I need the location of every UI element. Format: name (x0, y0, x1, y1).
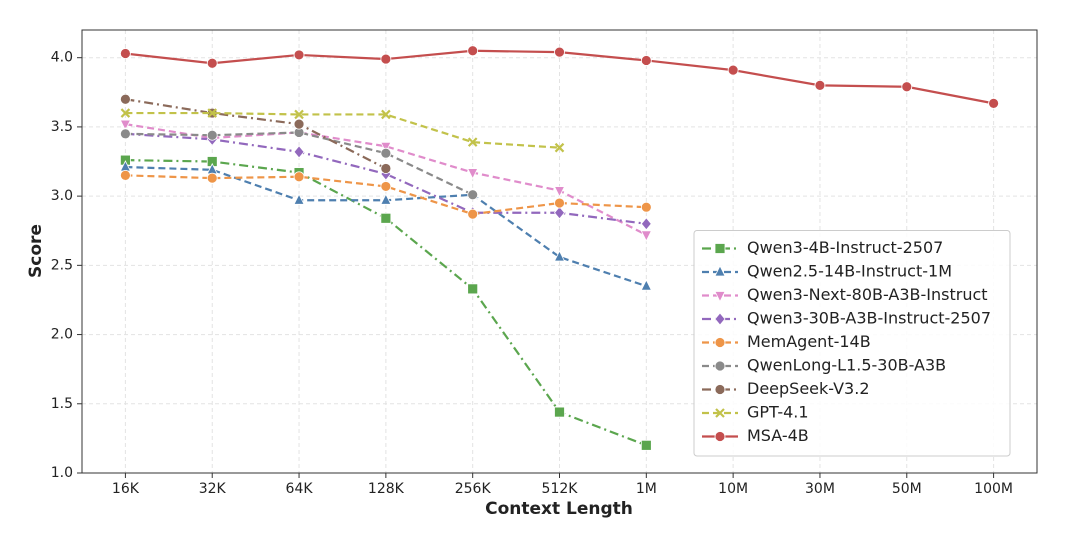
marker (380, 163, 392, 174)
marker (293, 49, 305, 61)
marker (553, 250, 566, 262)
plot-frame (81, 29, 1038, 474)
marker (640, 201, 652, 213)
marker (119, 119, 132, 132)
x-tick-label: 100M (974, 481, 1013, 497)
marker (715, 408, 725, 418)
marker (120, 93, 131, 105)
marker (380, 141, 392, 154)
y-tick-label: 3.0 (51, 188, 73, 204)
marker (120, 128, 131, 140)
marker (553, 186, 566, 198)
legend-text: MemAgent-14B (747, 332, 871, 351)
marker (640, 230, 652, 242)
marker (467, 208, 479, 220)
y-tick-label: 4.0 (51, 50, 73, 66)
marker (640, 439, 652, 451)
y-tick-label: 2.5 (51, 257, 73, 273)
series-line (125, 131, 474, 196)
x-tick-label: 128K (368, 481, 405, 497)
marker (380, 53, 392, 65)
marker (467, 45, 479, 57)
x-tick-label: 10M (718, 481, 748, 497)
y-tick-label: 3.5 (51, 119, 73, 135)
y-axis-title: Score (26, 224, 46, 278)
series-line (125, 111, 560, 149)
marker (714, 265, 726, 277)
marker (554, 142, 565, 153)
x-tick-label: 30M (805, 481, 835, 497)
marker (640, 55, 652, 66)
legend-text: Qwen3-Next-80B-A3B-Instruct (747, 285, 988, 304)
y-tick-label: 1.0 (51, 465, 73, 481)
marker (293, 145, 305, 159)
marker (293, 118, 305, 130)
marker (553, 206, 566, 220)
marker (640, 217, 652, 231)
legend-text: Qwen3-4B-Instruct-2507 (747, 238, 943, 257)
x-tick-label: 64K (286, 481, 314, 497)
marker (206, 57, 218, 69)
x-tick-label: 1M (636, 481, 657, 497)
marker (293, 193, 305, 205)
marker (467, 283, 479, 295)
marker (714, 312, 726, 326)
marker (714, 384, 726, 395)
marker (714, 291, 726, 303)
marker (640, 279, 652, 291)
marker (714, 337, 726, 348)
marker (467, 189, 479, 201)
legend-text: DeepSeek-V3.2 (747, 379, 870, 398)
marker (554, 406, 565, 418)
marker (714, 431, 726, 442)
marker (467, 168, 479, 180)
marker (380, 147, 392, 159)
legend-text: GPT-4.1 (747, 403, 809, 422)
marker (901, 81, 913, 93)
marker (381, 109, 391, 120)
marker (293, 171, 305, 183)
marker (207, 108, 218, 118)
legend-text: QwenLong-L1.5-30B-A3B (747, 356, 946, 375)
marker (714, 243, 726, 254)
marker (814, 79, 826, 91)
legend-text: Qwen2.5-14B-Instruct-1M (747, 262, 952, 281)
legend-text: MSA-4B (747, 426, 809, 445)
x-tick-label: 32K (199, 481, 227, 497)
x-tick-label: 16K (112, 481, 140, 497)
marker (988, 97, 999, 109)
marker (554, 46, 565, 58)
marker (714, 360, 726, 372)
x-tick-label: 256K (455, 481, 492, 497)
y-tick-label: 1.5 (51, 396, 73, 412)
x-axis-title: Context Length (485, 499, 633, 519)
x-tick-label: 512K (542, 481, 579, 497)
marker (727, 64, 739, 76)
y-tick-label: 2.0 (51, 327, 73, 343)
marker (294, 109, 304, 120)
marker (467, 137, 478, 147)
marker (206, 172, 218, 184)
marker (380, 181, 392, 192)
marker (380, 212, 392, 224)
legend-box (693, 230, 1011, 457)
x-tick-label: 50M (892, 481, 922, 497)
marker (120, 48, 131, 59)
marker (554, 197, 565, 209)
legend-text: Qwen3-30B-A3B-Instruct-2507 (747, 309, 991, 328)
marker (380, 193, 392, 205)
marker (206, 129, 218, 141)
marker (120, 169, 131, 181)
series-line (125, 98, 387, 170)
marker (120, 108, 131, 118)
